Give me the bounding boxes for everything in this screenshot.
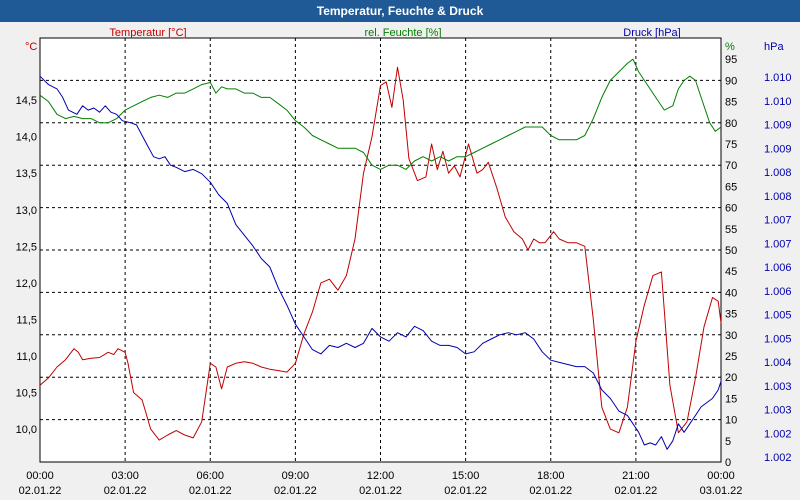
- x-tick-date: 02.01.22: [274, 485, 317, 497]
- pressure-unit: hPa: [764, 41, 784, 53]
- humidity-tick-label: 45: [725, 266, 737, 278]
- humidity-tick-label: 35: [725, 309, 737, 321]
- temp-tick-label: 12,5: [16, 241, 37, 253]
- pressure-tick-label: 1.009: [764, 143, 792, 155]
- axis-labels: °C Temperatur [°C] rel. Feuchte [%]% Druck …: [25, 27, 784, 53]
- humidity-tick-label: 5: [725, 436, 731, 448]
- pressure-tick-label: 1.002: [764, 428, 792, 440]
- humidity-tick-label: 15: [725, 393, 737, 405]
- humidity-tick-label: 10: [725, 415, 737, 427]
- pressure-tick-label: 1.006: [764, 286, 792, 298]
- humidity-unit: %: [725, 41, 735, 53]
- humidity-axis: 0 5 10 15 20 25 30 35 40 45 50 55 60 65 70 75 80 85 90 95: [725, 54, 737, 469]
- x-tick-time: 06:00: [196, 470, 224, 482]
- x-tick-time: 00:00: [26, 470, 54, 482]
- x-tick-time: 15:00: [452, 470, 480, 482]
- pressure-tick-label: 1.010: [764, 96, 792, 108]
- humidity-tick-label: 25: [725, 351, 737, 363]
- pressure-tick-label: 1.008: [764, 167, 792, 179]
- pressure-tick-label: 1.006: [764, 262, 792, 274]
- x-tick-date: 02.01.22: [104, 485, 147, 497]
- pressure-tick-label: 1.002: [764, 452, 792, 464]
- x-tick-date: 02.01.22: [359, 485, 402, 497]
- series-line-rel-feuchte: [39, 58, 722, 170]
- temp-tick-label: 13,5: [16, 168, 37, 180]
- humidity-tick-label: 65: [725, 181, 737, 193]
- x-tick-time: 21:00: [622, 470, 650, 482]
- pressure-tick-label: 1.009: [764, 120, 792, 132]
- time-axis: 00:00 02.01.22 03:00 02.01.22 06:00 02.01.22 0…: [19, 470, 743, 497]
- chart-title: Temperatur, Feuchte & Druck: [0, 0, 800, 22]
- humidity-tick-label: 95: [725, 54, 737, 66]
- x-tick-date: 02.01.22: [614, 485, 657, 497]
- pressure-tick-label: 1.003: [764, 381, 792, 393]
- humidity-tick-label: 75: [725, 139, 737, 151]
- x-tick-time: 12:00: [367, 470, 395, 482]
- humidity-tick-label: 20: [725, 372, 737, 384]
- x-tick-date: 02.01.22: [189, 485, 232, 497]
- pressure-tick-label: 1.010: [764, 72, 792, 84]
- humidity-tick-label: 90: [725, 75, 737, 87]
- series-line-druck: [39, 75, 722, 450]
- humidity-tick-label: 0: [725, 457, 731, 469]
- pressure-tick-label: 1.005: [764, 310, 792, 322]
- x-tick-date: 02.01.22: [529, 485, 572, 497]
- pressure-tick-label: 1.007: [764, 238, 792, 250]
- humidity-tick-label: 30: [725, 330, 737, 342]
- temp-tick-label: 14,5: [16, 95, 37, 107]
- pressure-tick-label: 1.007: [764, 215, 792, 227]
- pressure-tick-label: 1.008: [764, 191, 792, 203]
- x-tick-date: 03.01.22: [700, 485, 743, 497]
- humidity-label: rel. Feuchte [%]: [364, 27, 441, 39]
- humidity-tick-label: 55: [725, 224, 737, 236]
- temperature-axis: 10,0 10,5 11,0 11,5 12,0 12,5 13,0 13,5 14,0 14,5: [16, 95, 37, 436]
- temp-tick-label: 12,0: [16, 278, 37, 290]
- humidity-tick-label: 50: [725, 245, 737, 257]
- x-tick-time: 09:00: [282, 470, 310, 482]
- humidity-tick-label: 80: [725, 118, 737, 130]
- temp-tick-label: 10,0: [16, 424, 37, 436]
- series-layer: [39, 58, 722, 450]
- humidity-tick-label: 40: [725, 287, 737, 299]
- pressure-label: Druck [hPa]: [623, 27, 680, 39]
- temp-tick-label: 11,5: [16, 314, 37, 326]
- pressure-axis: 1.002 1.002 1.003 1.003 1.004 1.005 1.005 1.006…: [764, 72, 792, 464]
- pressure-tick-label: 1.004: [764, 357, 792, 369]
- temp-tick-label: 14,0: [16, 132, 37, 144]
- x-tick-date: 02.01.22: [19, 485, 62, 497]
- pressure-tick-label: 1.005: [764, 333, 792, 345]
- temperature-label: Temperatur [°C]: [109, 27, 186, 39]
- x-tick-time: 03:00: [111, 470, 139, 482]
- temp-tick-label: 13,0: [16, 205, 37, 217]
- temperature-unit: °C: [25, 41, 37, 53]
- pressure-tick-label: 1.003: [764, 405, 792, 417]
- temp-tick-label: 10,5: [16, 388, 37, 400]
- humidity-tick-label: 60: [725, 203, 737, 215]
- x-tick-time: 18:00: [537, 470, 565, 482]
- x-tick-date: 02.01.22: [444, 485, 487, 497]
- humidity-tick-label: 85: [725, 97, 737, 109]
- x-tick-time: 00:00: [707, 470, 735, 482]
- series-line-temperatur: [39, 66, 722, 441]
- humidity-tick-label: 70: [725, 160, 737, 172]
- temp-tick-label: 11,0: [16, 351, 37, 363]
- grid-lines: [40, 38, 721, 462]
